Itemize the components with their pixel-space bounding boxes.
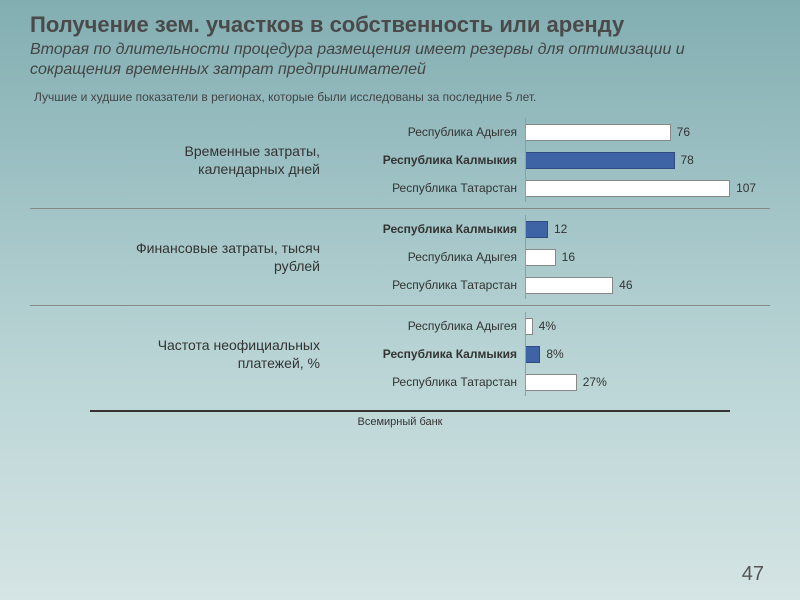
- bar-area: Республика Адыгея 4% Республика Калмыкия 8%…: [330, 312, 770, 396]
- bar: [525, 124, 671, 141]
- group-label: Частота неофициальных платежей, %: [30, 336, 330, 372]
- group-separator: [30, 208, 770, 209]
- chart-group: Временные затраты, календарных днейРеспу…: [30, 118, 770, 202]
- axis-line: [525, 312, 526, 396]
- chart-group: Частота неофициальных платежей, %Республ…: [30, 312, 770, 396]
- bar-value: 8%: [546, 347, 563, 361]
- bar-row: Республика Адыгея 76: [330, 118, 770, 146]
- bar-value: 27%: [583, 375, 607, 389]
- bar-highlight: [525, 152, 675, 169]
- bar-area: Республика Калмыкия 12 Республика Адыгея 16…: [330, 215, 770, 299]
- bar-value: 107: [736, 181, 756, 195]
- chart-caption: Лучшие и худшие показатели в регионах, к…: [34, 90, 770, 104]
- bar-value: 16: [562, 250, 575, 264]
- bar-row: Республика Калмыкия 78: [330, 146, 770, 174]
- bar-chart: Временные затраты, календарных днейРеспу…: [30, 118, 770, 396]
- region-label: Республика Адыгея: [330, 125, 525, 139]
- region-label: Республика Калмыкия: [330, 347, 525, 361]
- page-number: 47: [742, 563, 764, 586]
- bar-highlight: [525, 346, 540, 363]
- bar-area: Республика Адыгея 76 Республика Калмыкия 78…: [330, 118, 770, 202]
- bar-row: Республика Адыгея 16: [330, 243, 770, 271]
- region-label: Республика Татарстан: [330, 375, 525, 389]
- bar-value: 76: [677, 125, 690, 139]
- footer-rule: [90, 410, 730, 412]
- bar: [525, 318, 533, 335]
- bar-row: Республика Адыгея 4%: [330, 312, 770, 340]
- bar-row: Республика Калмыкия 12: [330, 215, 770, 243]
- bar-row: Республика Татарстан 46: [330, 271, 770, 299]
- bar-row: Республика Калмыкия 8%: [330, 340, 770, 368]
- bar: [525, 277, 613, 294]
- chart-group: Финансовые затраты, тысяч рублейРеспубли…: [30, 215, 770, 299]
- region-label: Республика Татарстан: [330, 181, 525, 195]
- bar: [525, 180, 730, 197]
- axis-line: [525, 215, 526, 299]
- region-label: Республика Татарстан: [330, 278, 525, 292]
- bar-value: 12: [554, 222, 567, 236]
- region-label: Республика Калмыкия: [330, 153, 525, 167]
- bar-value: 78: [681, 153, 694, 167]
- region-label: Республика Адыгея: [330, 250, 525, 264]
- bar-row: Республика Татарстан 107: [330, 174, 770, 202]
- bar-highlight: [525, 221, 548, 238]
- bar-value: 4%: [539, 319, 556, 333]
- region-label: Республика Калмыкия: [330, 222, 525, 236]
- bar-value: 46: [619, 278, 632, 292]
- region-label: Республика Адыгея: [330, 319, 525, 333]
- bar-row: Республика Татарстан 27%: [330, 368, 770, 396]
- footer-source: Всемирный банк: [30, 416, 770, 428]
- group-label: Временные затраты, календарных дней: [30, 142, 330, 178]
- page-subtitle: Вторая по длительности процедура размеще…: [30, 40, 770, 80]
- group-separator: [30, 305, 770, 306]
- bar: [525, 249, 556, 266]
- bar: [525, 374, 577, 391]
- group-label: Финансовые затраты, тысяч рублей: [30, 239, 330, 275]
- slide: Получение зем. участков в собственность …: [0, 0, 800, 600]
- page-title: Получение зем. участков в собственность …: [30, 12, 770, 38]
- axis-line: [525, 118, 526, 202]
